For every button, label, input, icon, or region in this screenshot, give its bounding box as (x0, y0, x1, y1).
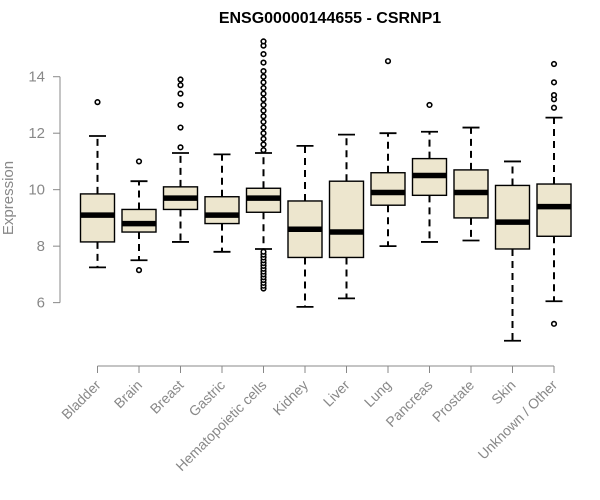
outlier-point (260, 113, 267, 120)
iqr-box (328, 180, 365, 259)
outlier-point (260, 141, 267, 148)
outlier-point (550, 91, 558, 99)
box-group (328, 133, 365, 300)
iqr-box (370, 172, 406, 206)
outlier-point (550, 79, 558, 86)
y-tick-label: 14 (28, 69, 45, 86)
plot-area (79, 38, 572, 342)
iqr-box (204, 196, 240, 225)
outlier-point (260, 107, 267, 114)
outlier-point (550, 320, 558, 327)
x-tick-label: Kidney (270, 377, 312, 419)
outlier-point (260, 248, 267, 255)
x-tick-label: Prostate (429, 377, 477, 425)
outlier-point (135, 267, 143, 274)
outlier-point (550, 60, 558, 68)
box-group (494, 160, 531, 342)
iqr-box (121, 208, 157, 233)
outlier-point (260, 59, 267, 66)
outlier-point (177, 76, 184, 83)
outlier-point (426, 101, 433, 109)
outlier-point (260, 101, 267, 109)
outlier-point (177, 124, 184, 131)
outlier-point (260, 90, 267, 97)
box-group (245, 38, 282, 292)
x-tick-label: Brain (111, 377, 145, 411)
x-tick-label: Bladder (58, 377, 104, 423)
outlier-point (177, 144, 184, 151)
outlier-point (260, 67, 267, 75)
iqr-box (494, 184, 531, 250)
box-group (79, 99, 116, 269)
outlier-point (94, 99, 101, 106)
y-tick-label: 6 (37, 295, 45, 312)
x-tick-label: Liver (320, 377, 353, 410)
box-group (121, 158, 157, 274)
outlier-point (260, 124, 267, 131)
outlier-point (177, 101, 184, 109)
y-axis: 6 8 10 12 14 (28, 69, 61, 312)
box-group (370, 58, 406, 248)
x-tick-label: Lung (361, 377, 394, 410)
box-group (536, 60, 572, 327)
outlier-point (260, 51, 267, 58)
x-tick-label: Skin (488, 377, 519, 408)
y-tick-label: 12 (28, 125, 45, 142)
box-group (162, 76, 199, 243)
outlier-point (177, 82, 184, 89)
box-group (411, 101, 448, 243)
box-group (453, 126, 489, 242)
outlier-point (260, 130, 267, 137)
outlier-point (135, 158, 143, 165)
outlier-point (260, 38, 267, 45)
outlier-point (260, 147, 267, 154)
iqr-box (79, 193, 116, 243)
outlier-point (550, 104, 558, 111)
box-group (287, 145, 323, 308)
outlier-point (260, 73, 267, 80)
outlier-point (260, 84, 267, 92)
outlier-point (260, 96, 267, 103)
outlier-point (177, 90, 184, 97)
outlier-point (384, 58, 392, 65)
y-axis-label: Expression (0, 161, 17, 235)
x-tick-label: Unknown / Other (475, 377, 561, 463)
box-group (204, 153, 240, 253)
chart-title: ENSG00000144655 - CSRNP1 (219, 10, 441, 27)
outlier-point (260, 118, 267, 125)
iqr-box (536, 183, 572, 237)
y-tick-label: 8 (37, 238, 45, 255)
x-tick-label: Breast (147, 377, 187, 417)
outlier-point (260, 135, 267, 142)
y-tick-label: 10 (28, 182, 45, 199)
outlier-point (260, 79, 267, 86)
